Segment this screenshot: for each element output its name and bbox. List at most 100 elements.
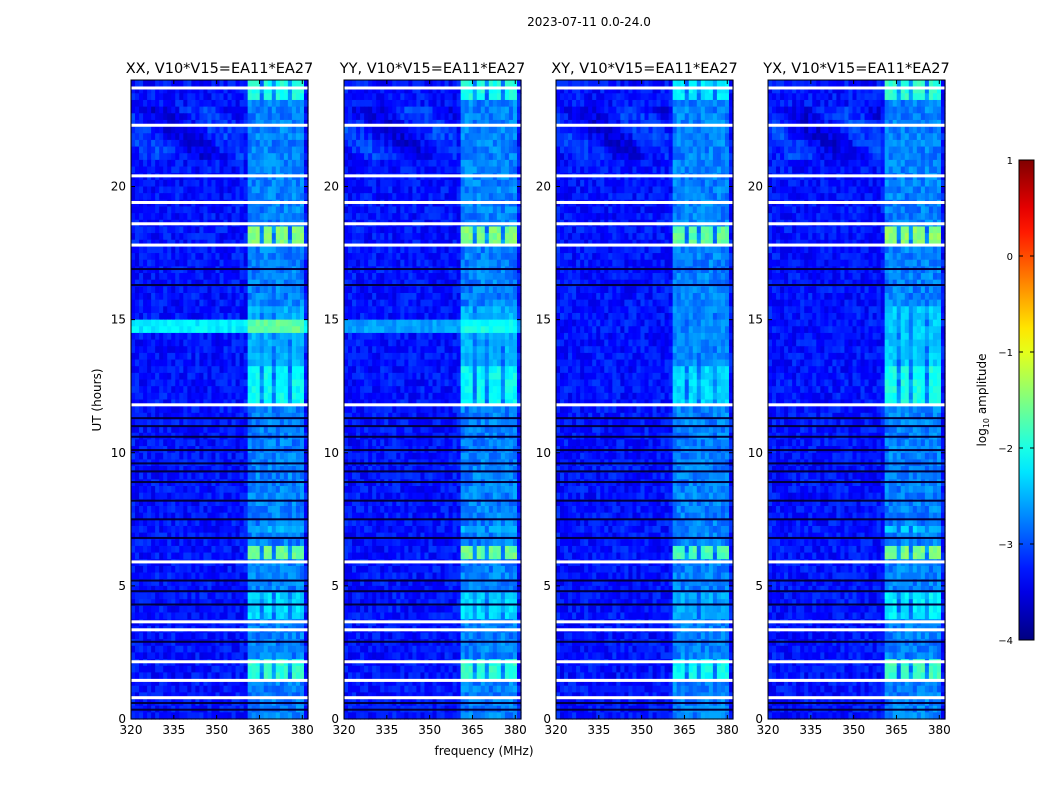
heatmap-cell [388, 139, 393, 148]
heatmap-cell [195, 466, 200, 474]
heatmap-cell [211, 159, 217, 168]
heatmap-cell [291, 372, 297, 381]
heatmap-cell [199, 319, 205, 327]
flagged-gap [131, 174, 308, 178]
heatmap-cell [376, 113, 381, 121]
heatmap-cell [195, 665, 200, 674]
heatmap-cell [179, 419, 184, 427]
heatmap-cell [227, 126, 233, 134]
heatmap-cell [175, 412, 180, 421]
heatmap-cell [263, 539, 269, 547]
heatmap-cell [392, 179, 397, 188]
dropout-line [131, 449, 308, 452]
heatmap-cell [416, 126, 422, 134]
heatmap-cell [251, 712, 257, 720]
heatmap-cell [171, 472, 176, 480]
heatmap-cell [275, 126, 281, 134]
heatmap-cell [215, 279, 221, 287]
heatmap-cell [295, 492, 301, 500]
heatmap-cell [267, 599, 273, 607]
heatmap-cell [291, 406, 297, 414]
heatmap-cell [199, 379, 205, 387]
heatmap-cell [291, 233, 297, 241]
heatmap-cell [295, 293, 301, 301]
heatmap-cell [283, 359, 289, 367]
heatmap-cell [195, 519, 200, 527]
heatmap-cell [356, 166, 361, 174]
heatmap-cell [203, 692, 209, 700]
heatmap-cell [159, 326, 164, 334]
heatmap-cell [376, 80, 381, 88]
heatmap-cell [275, 246, 281, 254]
heatmap-cell [155, 366, 160, 374]
heatmap-cell [135, 439, 140, 447]
heatmap-cell [187, 412, 192, 421]
heatmap-cell [460, 159, 466, 168]
heatmap-cell [151, 492, 156, 500]
heatmap-cell [388, 113, 393, 121]
heatmap-cell [231, 652, 237, 660]
heatmap-cell [352, 153, 357, 161]
heatmap-cell [299, 632, 305, 640]
heatmap-cell [239, 226, 245, 234]
heatmap-cell [251, 246, 257, 254]
heatmap-cell [279, 312, 285, 321]
heatmap-cell [251, 665, 257, 674]
heatmap-cell [259, 273, 265, 281]
heatmap-cell [287, 392, 293, 401]
heatmap-cell [259, 579, 265, 587]
heatmap-cell [388, 126, 393, 134]
heatmap-cell [287, 605, 293, 614]
heatmap-cell [135, 692, 140, 700]
heatmap-cell [143, 419, 148, 427]
heatmap-cell [235, 539, 241, 547]
heatmap-cell [207, 293, 213, 301]
heatmap-cell [211, 93, 217, 101]
heatmap-cell [364, 106, 369, 114]
dropout-line [131, 579, 308, 582]
heatmap-cell [163, 692, 168, 700]
heatmap-cell [143, 672, 148, 680]
heatmap-cell [219, 392, 225, 401]
heatmap-cell [147, 133, 152, 141]
heatmap-cell [215, 452, 221, 461]
heatmap-cell [167, 585, 172, 594]
heatmap-cell [452, 153, 458, 161]
heatmap-cell [279, 239, 285, 248]
heatmap-cell [271, 605, 277, 614]
heatmap-cell [476, 99, 482, 108]
heatmap-cell [147, 665, 152, 674]
heatmap-cell [155, 286, 160, 294]
heatmap-cell [291, 672, 297, 680]
heatmap-cell [227, 539, 233, 547]
heatmap-cell [155, 572, 160, 580]
heatmap-cell [179, 326, 184, 334]
heatmap-cell [267, 605, 273, 614]
heatmap-cell [147, 486, 152, 494]
heatmap-cell [360, 166, 365, 174]
heatmap-cell [283, 253, 289, 261]
heatmap-cell [279, 399, 285, 407]
heatmap-cell [263, 372, 269, 381]
heatmap-cell [191, 392, 196, 401]
heatmap-cell [283, 672, 289, 680]
heatmap-cell [424, 153, 430, 161]
heatmap-cell [299, 359, 305, 367]
heatmap-cell [159, 679, 164, 687]
heatmap-cell [155, 599, 160, 607]
heatmap-cell [271, 80, 277, 88]
heatmap-cell [179, 665, 184, 674]
heatmap-cell [235, 472, 241, 480]
dropout-line [131, 640, 308, 643]
heatmap-cell [227, 332, 233, 341]
heatmap-cell [344, 126, 349, 134]
heatmap-cell [147, 80, 152, 88]
heatmap-cell [488, 86, 494, 94]
heatmap-cell [295, 679, 301, 687]
heatmap-cell [259, 452, 265, 461]
heatmap-cell [179, 106, 184, 114]
heatmap-cell [299, 246, 305, 254]
heatmap-cell [408, 126, 413, 134]
heatmap-cell [167, 339, 172, 347]
